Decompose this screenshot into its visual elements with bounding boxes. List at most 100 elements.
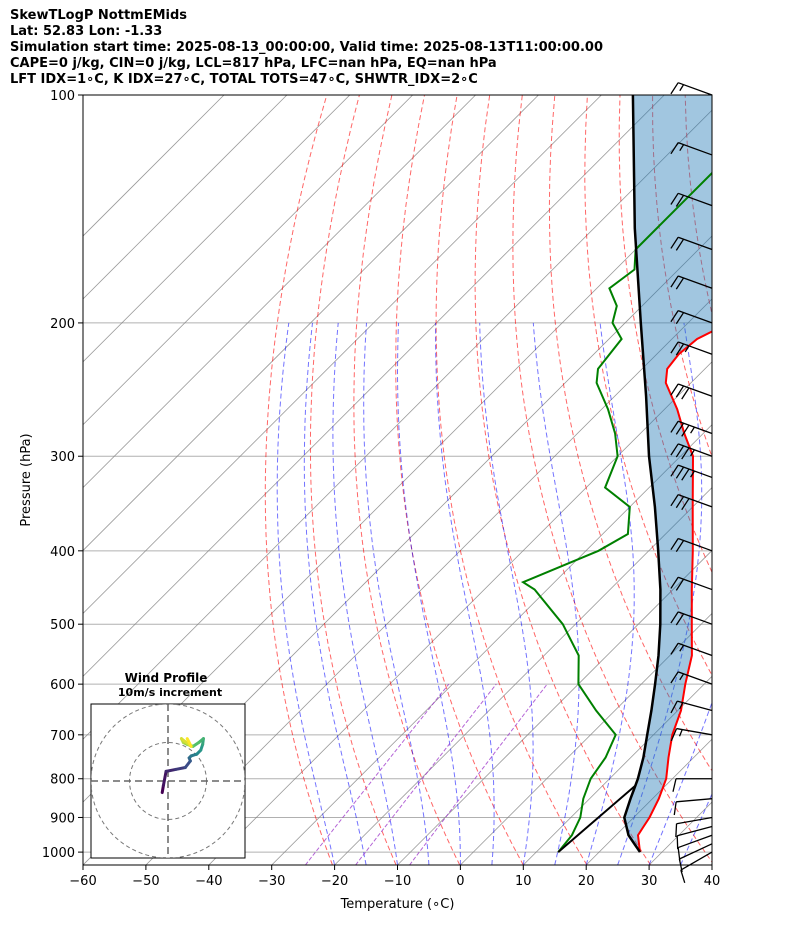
barb-staff: [677, 82, 713, 96]
mixing-ratio-0.5: [305, 683, 450, 865]
dry-adiabat-380: [750, 95, 794, 865]
hodograph-trace-segment: [164, 767, 178, 773]
wind-barb: [677, 834, 713, 861]
barb-half-flag: [678, 729, 683, 737]
wind-barb: [670, 341, 713, 356]
isotherm--90: [83, 95, 665, 677]
barb-flag: [680, 869, 686, 884]
barb-staff: [677, 142, 713, 156]
barb-staff: [677, 493, 713, 508]
isotherm--100: [83, 95, 602, 614]
moist-adiabat-25: [617, 322, 703, 865]
x-tick-label: −60: [69, 874, 96, 889]
y-tick-label: 900: [50, 811, 75, 826]
x-tick-label: −40: [195, 874, 222, 889]
barb-flag: [675, 277, 685, 290]
barb-flag: [675, 540, 685, 553]
barb-flag: [675, 238, 685, 251]
barb-flag: [675, 496, 685, 509]
barb-staff: [680, 851, 713, 871]
barb-flag: [670, 443, 679, 456]
isotherm--40: [208, 361, 712, 865]
x-tick-label: 30: [641, 874, 658, 889]
wind-barb: [670, 642, 713, 657]
barb-flag: [670, 82, 679, 95]
barb-flag: [670, 538, 679, 551]
barb-staff: [677, 825, 713, 837]
barb-flag: [678, 858, 683, 873]
wind-barb: [678, 843, 713, 873]
x-axis-label: Temperature (∘C): [340, 897, 455, 912]
barb-staff: [677, 420, 713, 435]
dry-adiabat-250: [264, 95, 333, 865]
moist-adiabat-5: [435, 322, 495, 865]
barb-flag: [670, 671, 679, 684]
hodograph-subtitle: 10m/s increment: [118, 686, 222, 699]
barb-staff: [677, 192, 713, 207]
barb-flag: [673, 801, 677, 816]
dry-adiabat-260: [309, 95, 397, 865]
wind-barb: [672, 778, 712, 792]
moist-adiabat--5: [363, 322, 430, 865]
barb-flag: [675, 578, 685, 591]
isotherm--80: [83, 109, 712, 740]
dry-adiabat-370: [718, 95, 794, 865]
wind-barb: [670, 275, 713, 290]
wind-barb: [673, 798, 713, 816]
y-tick-label: 600: [50, 678, 75, 693]
wind-barb: [670, 383, 713, 400]
dry-adiabat-350: [652, 95, 712, 459]
barb-half-flag: [690, 426, 695, 434]
barb-flag: [675, 613, 685, 626]
hodograph-trace-segment: [161, 769, 168, 788]
chart-title: SkewTLogP NottmEMids: [10, 8, 188, 23]
y-tick-label: 800: [50, 773, 75, 788]
barb-flag: [670, 728, 678, 742]
x-tick-label: 10: [515, 874, 532, 889]
hodograph-title: Wind Profile: [125, 671, 208, 685]
wind-barb: [670, 464, 713, 481]
y-tick-label: 200: [50, 317, 75, 332]
isotherm--20: [334, 487, 712, 865]
barb-staff: [676, 798, 713, 803]
wind-barb: [670, 611, 713, 626]
isotherm--150: [83, 95, 288, 300]
moist-adiabat-20: [585, 322, 635, 865]
barb-flag: [675, 343, 685, 356]
moist-adiabat-15: [532, 322, 580, 865]
barb-flag: [681, 498, 690, 511]
wind-barb: [670, 443, 713, 460]
cape-shading: [624, 95, 712, 853]
barb-flag: [670, 142, 679, 155]
barb-flag: [681, 387, 690, 400]
wind-barb: [670, 236, 713, 251]
x-tick-label: 20: [578, 874, 595, 889]
barb-staff: [677, 383, 713, 397]
dewpoint-line: [520, 171, 712, 853]
wind-barb: [670, 309, 713, 325]
wind-barb: [670, 192, 713, 207]
x-tick-label: −50: [132, 874, 159, 889]
hodograph-trace-segment: [174, 766, 187, 771]
barb-flag: [670, 275, 679, 288]
y-tick-label: 500: [50, 618, 75, 633]
moist-adiabat-30: [648, 701, 712, 865]
chart-header: SkewTLogP NottmEMids Lat: 52.83 Lon: -1.…: [10, 8, 790, 88]
wind-barbs: [670, 82, 713, 884]
barb-staff: [677, 464, 713, 479]
barb-staff: [676, 727, 713, 736]
y-tick-label: 700: [50, 729, 75, 744]
y-axis-label: Pressure (hPa): [19, 433, 34, 526]
hodograph-grid: [91, 704, 245, 858]
moist-adiabat-35: [680, 792, 712, 865]
y-tick-label: 1000: [42, 846, 75, 861]
y-tick-label: 300: [50, 450, 75, 465]
barb-half-flag: [678, 702, 684, 710]
profile-lines: [520, 95, 712, 853]
barb-flag: [670, 464, 679, 477]
moist-adiabat--15: [303, 322, 367, 865]
indices-line: LFT IDX=1∘C, K IDX=27∘C, TOTAL TOTS=47∘C…: [10, 72, 478, 87]
y-tick-label: 400: [50, 545, 75, 560]
barb-flag: [675, 823, 678, 838]
